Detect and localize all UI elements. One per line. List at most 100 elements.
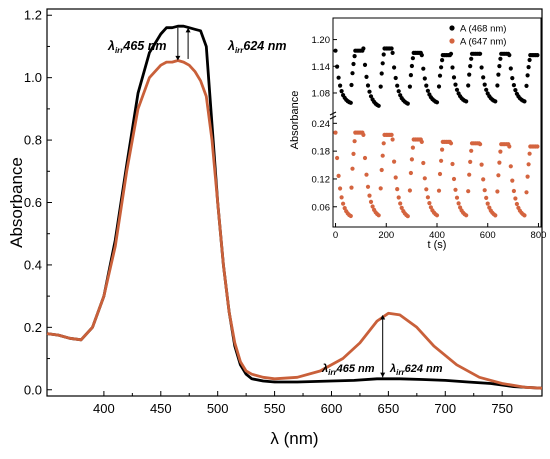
inset-point-647 xyxy=(453,187,458,192)
inset-point-468 xyxy=(376,103,381,108)
x-tick-label: 400 xyxy=(93,401,115,416)
inset-point-647 xyxy=(448,141,454,146)
inset-point-468 xyxy=(507,53,512,58)
inset-point-468 xyxy=(351,61,356,67)
inset-point-647 xyxy=(436,188,442,193)
inset-point-468 xyxy=(478,51,483,56)
inset-point-468 xyxy=(335,64,340,69)
inset-point-468 xyxy=(339,89,344,94)
inset-point-647 xyxy=(349,185,354,190)
inset-point-647 xyxy=(367,193,372,198)
inset-point-468 xyxy=(439,65,444,70)
inset-point-647 xyxy=(466,189,471,194)
inset-point-468 xyxy=(513,88,518,93)
inset-point-468 xyxy=(352,54,357,59)
inset-point-468 xyxy=(381,52,386,57)
inset-point-647 xyxy=(524,190,529,195)
inset-point-647 xyxy=(484,195,489,200)
inset-point-647 xyxy=(419,139,424,144)
inset-point-468 xyxy=(407,84,412,89)
inset-point-468 xyxy=(390,50,395,56)
inset-point-647 xyxy=(350,166,355,171)
y-tick-label: 1.2 xyxy=(24,8,42,23)
inset-point-647 xyxy=(405,214,410,219)
inset-point-647 xyxy=(351,151,356,156)
inset-point-647 xyxy=(368,199,374,204)
inset-x-tick-label: 200 xyxy=(378,230,394,241)
inset-point-468 xyxy=(368,94,374,99)
inset-point-647 xyxy=(485,201,490,206)
inset-point-468 xyxy=(525,73,530,78)
inset-plot: 0 200 400 600 800 1.20 1.14 1.08 0.24 0.18 0.12 0.0… xyxy=(289,17,546,251)
inset-point-468 xyxy=(380,61,385,66)
inset-point-468 xyxy=(466,83,471,88)
inset-point-468 xyxy=(421,66,426,71)
inset-point-647 xyxy=(440,147,445,152)
inset-point-647 xyxy=(510,178,515,183)
inset-point-468 xyxy=(464,99,469,104)
inset-point-468 xyxy=(409,63,414,69)
inset-point-647 xyxy=(409,157,414,162)
inset-x-tick-label: 400 xyxy=(429,230,445,241)
inset-point-468 xyxy=(467,72,472,77)
inset-point-647 xyxy=(396,195,401,200)
inset-point-468 xyxy=(425,88,430,93)
inset-point-468 xyxy=(378,84,383,89)
inset-y-tick-label: 1.08 xyxy=(312,88,331,99)
inset-point-647 xyxy=(333,130,338,135)
inset-point-647 xyxy=(352,139,357,144)
inset-point-468 xyxy=(508,66,513,71)
inset-point-647 xyxy=(454,195,460,200)
inset-point-468 xyxy=(437,73,443,78)
inset-point-468 xyxy=(379,71,384,76)
inset-point-647 xyxy=(507,144,512,149)
inset-point-468 xyxy=(424,83,429,88)
inset-point-647 xyxy=(535,144,540,149)
inset-point-647 xyxy=(389,132,394,137)
x-tick-label: 450 xyxy=(150,401,172,416)
inset-point-647 xyxy=(361,132,366,137)
inset-point-647 xyxy=(527,151,532,156)
inset-point-468 xyxy=(535,53,540,58)
inset-y-tick-label: 1.14 xyxy=(312,62,331,73)
inset-point-468 xyxy=(393,75,398,81)
x-tick-label: 750 xyxy=(491,401,513,416)
inset-y-axis-title: Absorbance xyxy=(289,91,301,150)
arrow-right-up-head xyxy=(380,314,386,320)
arrow-down-head xyxy=(175,55,181,61)
inset-point-468 xyxy=(434,100,440,105)
inset-point-647 xyxy=(525,174,530,179)
inset-point-647 xyxy=(348,213,353,219)
inset-point-647 xyxy=(378,186,383,191)
x-axis-title: λ (nm) xyxy=(270,429,318,448)
y-tick-label: 0.2 xyxy=(24,320,42,335)
inset-point-647 xyxy=(451,176,457,182)
inset-point-468 xyxy=(396,89,401,94)
inset-point-647 xyxy=(364,172,369,177)
inset-point-468 xyxy=(526,65,531,70)
inset-point-647 xyxy=(481,177,486,182)
inset-point-647 xyxy=(526,162,531,167)
x-tick-label: 650 xyxy=(378,401,400,416)
main-plot: 400 450 500 550 600 650 700 750 0.0 0.2 0.4 0.6 0.8 1… xyxy=(7,8,543,448)
inset-point-647 xyxy=(434,213,440,218)
inset-x-tick-label: 600 xyxy=(480,230,496,241)
inset-point-468 xyxy=(333,48,338,53)
inset-point-468 xyxy=(510,76,515,81)
inset-point-468 xyxy=(498,56,503,61)
inset-point-468 xyxy=(392,65,397,70)
inset-point-647 xyxy=(421,160,426,166)
legend-label: A (647 nm) xyxy=(460,37,506,48)
axis-break-mark xyxy=(329,111,337,116)
inset-point-647 xyxy=(407,188,412,193)
inset-point-647 xyxy=(335,155,340,161)
inset-point-647 xyxy=(379,167,384,173)
inset-point-468 xyxy=(362,62,368,67)
inset-point-647 xyxy=(376,213,381,218)
inset-point-647 xyxy=(467,172,472,177)
inset-point-468 xyxy=(450,65,455,70)
inset-point-647 xyxy=(479,162,484,167)
annotation-right-465: λirr465 nm xyxy=(321,363,375,377)
inset-point-468 xyxy=(350,71,355,76)
inset-x-tick-label: 0 xyxy=(333,230,338,241)
